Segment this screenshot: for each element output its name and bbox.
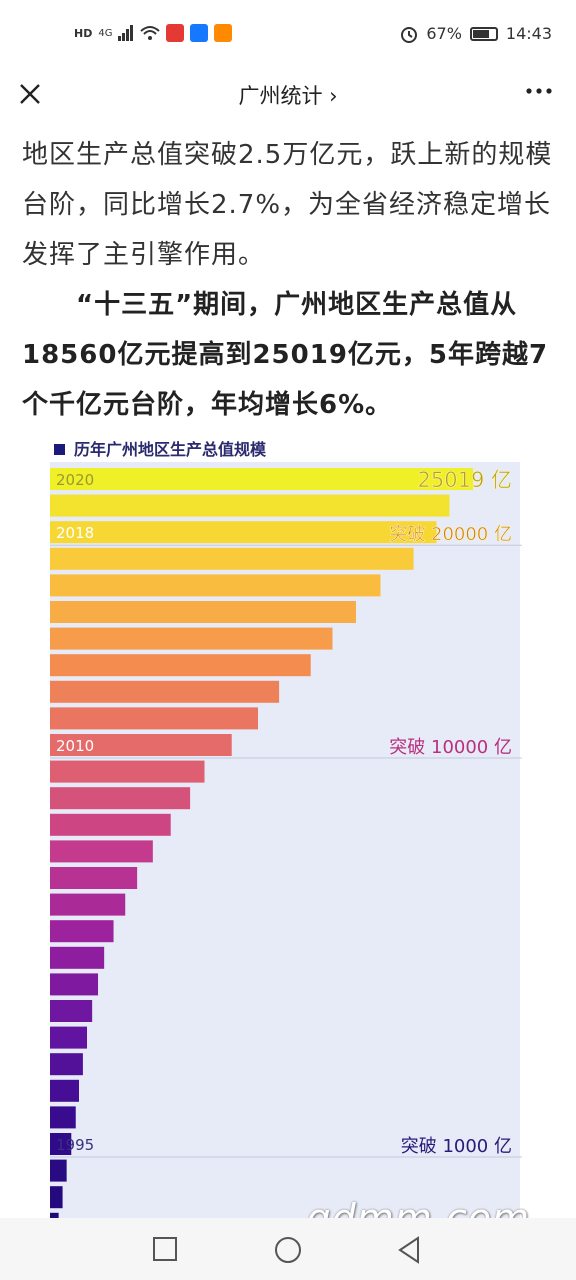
article-paragraph-2: “十三五”期间，广州地区生产总值从18560亿元提高到25019亿元，5年跨越7… [22, 290, 549, 420]
article-paragraph-1: 地区生产总值突破2.5万亿元，跃上新的规模台阶，同比增长2.7%，为全省经济稳定… [22, 140, 553, 270]
wifi-icon [140, 26, 161, 40]
gdp-chart-image: 历年广州地区生产总值规模 2020 2018 2010 1995 25019 亿突破 20… [46, 432, 522, 1222]
bar-2018 [50, 521, 437, 544]
bar-2005 [50, 867, 138, 889]
category-label-2020: 2020 [56, 471, 94, 489]
clock: 14:43 [505, 24, 552, 43]
annotation-2018: 突破 20000 亿 [389, 524, 512, 545]
bar-1995 [50, 1133, 72, 1155]
bar-2006 [50, 840, 153, 863]
account-title-link[interactable]: 广州统计 › [0, 80, 576, 110]
chevron-right-icon: › [329, 84, 338, 108]
bar-2017 [50, 547, 414, 570]
bar-1994 [50, 1159, 67, 1182]
bar-1997 [50, 1079, 79, 1102]
bar-2002 [50, 946, 105, 969]
bar-2013 [50, 654, 311, 677]
annotation-2010: 突破 10000 亿 [389, 737, 512, 758]
chart-title-marker [54, 444, 65, 455]
gdp-bar-chart: 历年广州地区生产总值规模 2020 2018 2010 1995 25019 亿突破 20… [50, 440, 522, 1222]
account-name: 广州统计 [238, 84, 323, 108]
bar-2008 [50, 787, 191, 810]
alarm-icon [401, 26, 418, 43]
bar-2012 [50, 680, 280, 703]
bar-2016 [50, 574, 381, 597]
red-app-icon [166, 24, 185, 42]
status-right: 67% 14:43 [400, 24, 552, 43]
more-icon [526, 88, 552, 94]
signal-icon [118, 25, 134, 41]
category-label-1995: 1995 [56, 1136, 94, 1154]
annotation-2020: 25019 亿 [418, 468, 512, 492]
more-button[interactable] [524, 76, 554, 113]
bar-2019 [50, 494, 450, 517]
home-icon[interactable] [274, 1236, 302, 1264]
bar-2009 [50, 760, 205, 783]
chart-title: 历年广州地区生产总值规模 [74, 440, 267, 459]
bar-1999 [50, 1026, 88, 1049]
top-nav-bar: 广州统计 › [0, 70, 576, 122]
orange-app-icon [214, 24, 233, 42]
alipay-icon [190, 24, 209, 42]
back-icon[interactable] [396, 1236, 422, 1264]
category-label-2010: 2010 [56, 737, 94, 755]
status-bar: HD 4G 67% 14:43 [0, 0, 576, 70]
article-body: 地区生产总值突破2.5万亿元，跃上新的规模台阶，同比增长2.7%，为全省经济稳定… [22, 130, 558, 430]
bar-1992 [50, 1212, 59, 1222]
bar-2020 [50, 468, 473, 490]
bar-2011 [50, 707, 259, 730]
bar-2003 [50, 920, 114, 943]
battery-icon [469, 26, 498, 41]
bar-2000 [50, 1000, 93, 1022]
hd-icon: HD [74, 26, 93, 40]
close-button[interactable] [14, 78, 46, 110]
close-icon [20, 84, 40, 104]
bar-2004 [50, 893, 126, 916]
annotation-1995: 突破 1000 亿 [401, 1136, 512, 1157]
system-nav-bar [0, 1218, 576, 1280]
bar-2014 [50, 627, 333, 650]
bar-2010 [50, 734, 232, 756]
battery-percent: 67% [426, 24, 462, 43]
bar-1993 [50, 1186, 63, 1209]
bar-2015 [50, 601, 357, 623]
bar-1998 [50, 1053, 83, 1076]
recent-apps-icon[interactable] [152, 1236, 178, 1262]
status-left: HD 4G [74, 24, 233, 42]
bar-1996 [50, 1106, 76, 1129]
category-label-2018: 2018 [56, 524, 94, 542]
bar-2001 [50, 973, 99, 996]
network-label: 4G [98, 27, 113, 39]
bar-2007 [50, 813, 171, 836]
